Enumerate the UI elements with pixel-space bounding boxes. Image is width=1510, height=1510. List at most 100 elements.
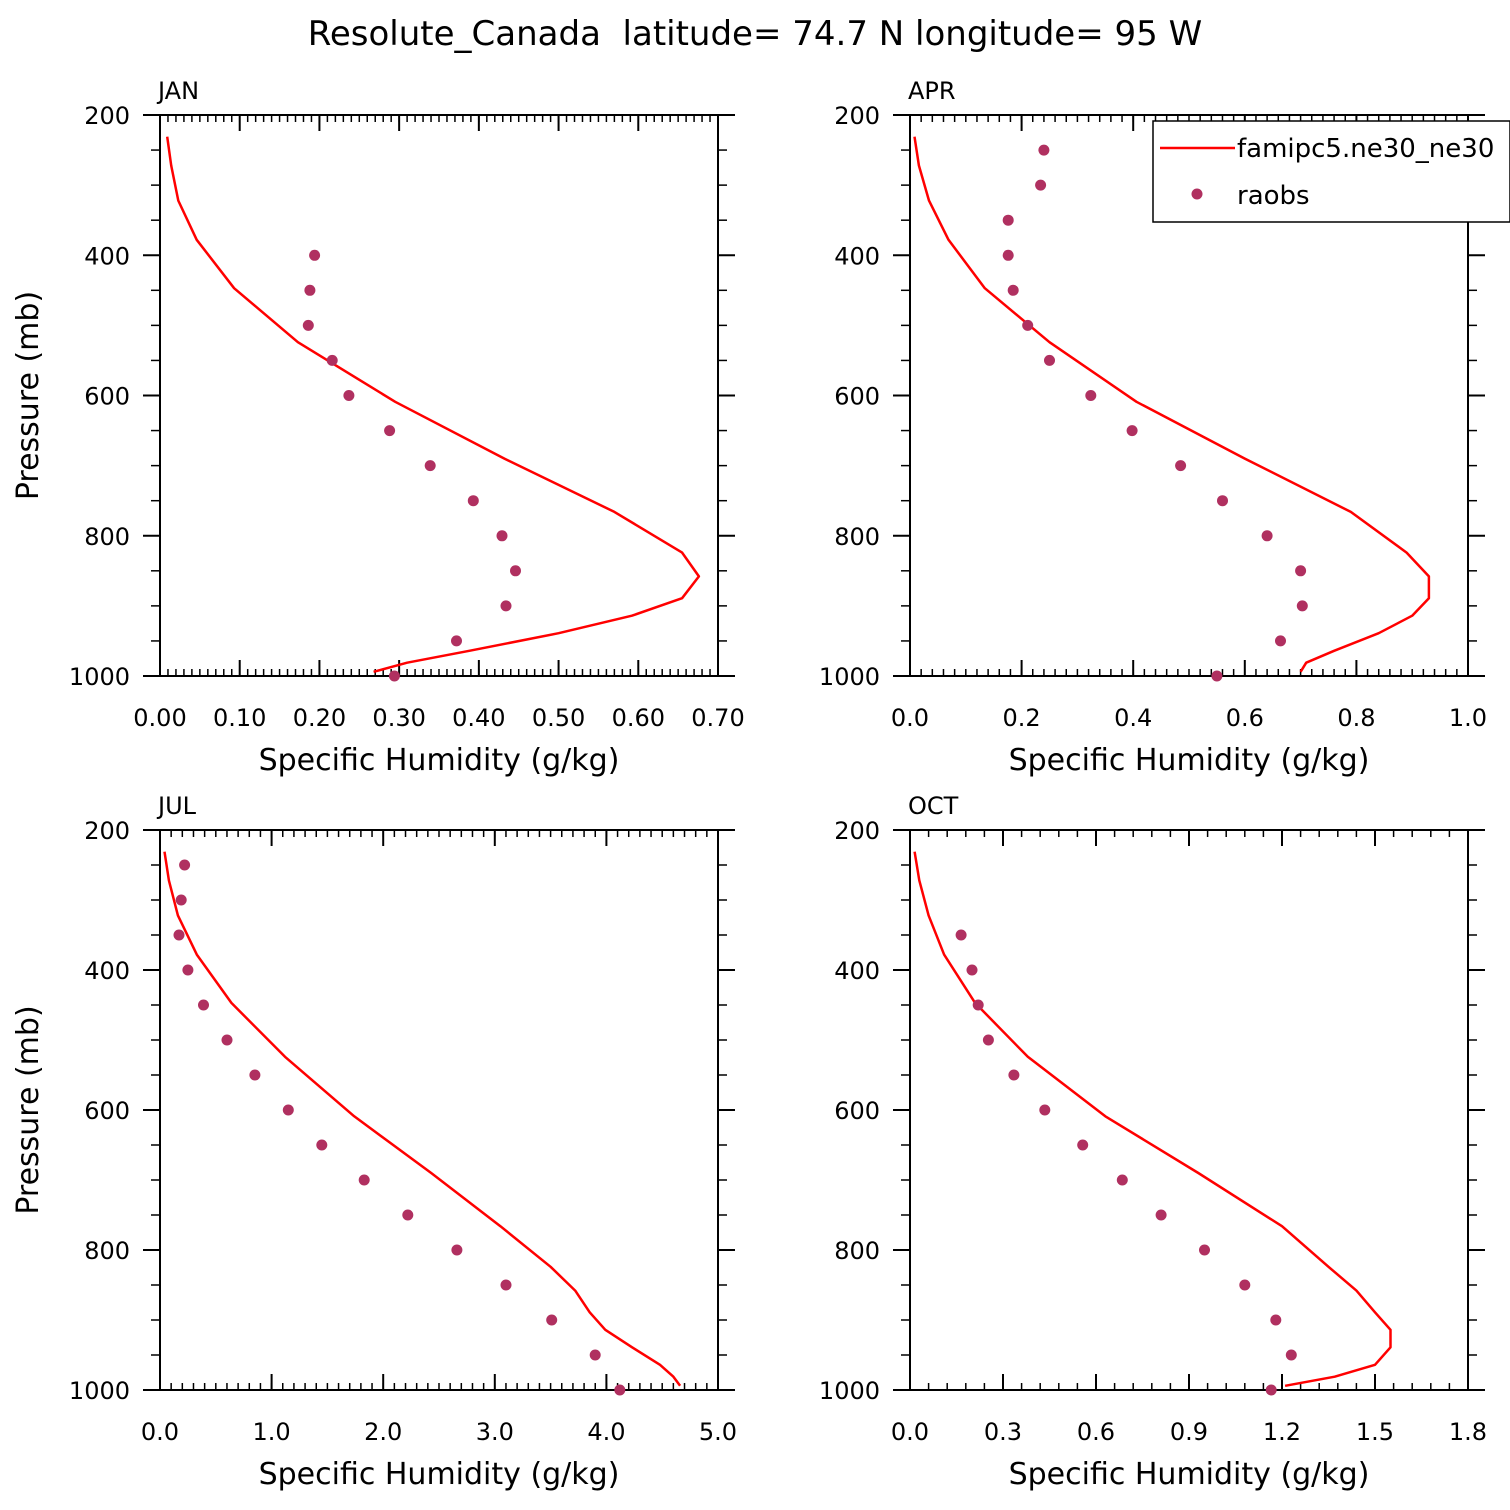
x-tick-label: 0.4 bbox=[1114, 704, 1152, 732]
y-tick-label: 1000 bbox=[819, 1377, 880, 1405]
y-tick-label: 200 bbox=[84, 102, 130, 130]
x-tick-label: 1.0 bbox=[253, 1418, 291, 1446]
obs-point bbox=[402, 1209, 414, 1221]
y-tick-label: 600 bbox=[834, 383, 880, 411]
x-tick-label: 0.0 bbox=[891, 704, 929, 732]
legend-model-label: famipc5.ne30_ne30 bbox=[1237, 134, 1494, 164]
x-tick-label: 0.20 bbox=[293, 704, 346, 732]
y-tick-label: 1000 bbox=[819, 663, 880, 691]
obs-point bbox=[1044, 354, 1055, 366]
obs-point bbox=[1217, 495, 1228, 507]
x-axis-label: Specific Humidity (g/kg) bbox=[259, 743, 620, 778]
legend-obs-label: raobs bbox=[1237, 181, 1310, 211]
obs-point bbox=[1077, 1139, 1089, 1151]
panel-oct: 0.0 0.3 0.6 0.9 1.2 1.5 1.8 200 400 600 800 1000 OCT… bbox=[819, 792, 1487, 1492]
obs-point bbox=[546, 1314, 558, 1326]
obs-point bbox=[173, 929, 185, 941]
obs-point bbox=[589, 1349, 601, 1361]
obs-point bbox=[1039, 1104, 1051, 1116]
obs-point bbox=[1038, 144, 1050, 156]
obs-point bbox=[282, 1104, 294, 1116]
obs-point bbox=[198, 999, 209, 1011]
legend-box bbox=[1152, 120, 1510, 223]
obs-point bbox=[1002, 214, 1014, 226]
obs-point bbox=[1239, 1279, 1251, 1291]
x-tick-label: 0.2 bbox=[1003, 704, 1041, 732]
x-tick-label: 0.0 bbox=[891, 1418, 929, 1446]
y-tick-label: 200 bbox=[834, 102, 880, 130]
panel-jul: 0.0 1.0 2.0 3.0 4.0 5.0 200 400 600 800 1000 JUL Spe… bbox=[11, 792, 737, 1492]
obs-point bbox=[343, 390, 355, 401]
x-tick-label: 5.0 bbox=[699, 1418, 737, 1446]
y-tick-label: 600 bbox=[834, 1097, 880, 1125]
y-tick-label: 800 bbox=[834, 523, 880, 551]
panel-label: APR bbox=[908, 77, 956, 105]
obs-point bbox=[1285, 1349, 1297, 1361]
x-tick-label: 0.9 bbox=[1170, 1418, 1208, 1446]
obs-point bbox=[500, 1279, 512, 1291]
obs-point bbox=[451, 1244, 463, 1256]
obs-point bbox=[1261, 530, 1273, 542]
panel-label: JAN bbox=[156, 77, 199, 105]
x-tick-label: 0.10 bbox=[213, 704, 266, 732]
obs-point bbox=[179, 859, 191, 871]
model-line bbox=[913, 851, 1392, 1388]
obs-point bbox=[510, 565, 521, 577]
y-tick-label: 600 bbox=[84, 383, 130, 411]
obs-point bbox=[358, 1174, 370, 1186]
y-tick-label: 600 bbox=[84, 1097, 130, 1125]
obs-point bbox=[1116, 1174, 1128, 1186]
obs-point bbox=[302, 319, 314, 331]
legend: famipc5.ne30_ne30 raobs bbox=[1152, 120, 1510, 223]
obs-point bbox=[424, 460, 436, 472]
obs-point bbox=[1295, 565, 1307, 577]
obs-point bbox=[1296, 600, 1308, 612]
obs-point bbox=[1022, 319, 1034, 331]
model-line bbox=[163, 851, 682, 1387]
panel-label: JUL bbox=[156, 792, 197, 820]
obs-point bbox=[467, 495, 479, 507]
x-tick-label: 1.2 bbox=[1263, 1418, 1301, 1446]
x-axis-label: Specific Humidity (g/kg) bbox=[1009, 1457, 1370, 1492]
y-tick-label: 800 bbox=[84, 1237, 130, 1265]
plot-frame bbox=[159, 829, 719, 1391]
x-tick-label: 0.70 bbox=[691, 704, 744, 732]
obs-point bbox=[1085, 390, 1097, 401]
x-tick-label: 0.00 bbox=[133, 704, 186, 732]
obs-point bbox=[1265, 1384, 1277, 1396]
x-tick-label: 1.0 bbox=[1449, 704, 1487, 732]
panel-jan: 0.00 0.10 0.20 0.30 0.40 0.50 0.60 0.70 200 400 60… bbox=[11, 77, 745, 778]
obs-point bbox=[500, 600, 512, 612]
obs-point bbox=[451, 635, 462, 647]
x-tick-label: 0.50 bbox=[532, 704, 585, 732]
obs-point bbox=[1270, 1314, 1282, 1326]
x-tick-label: 0.60 bbox=[612, 704, 665, 732]
obs-point bbox=[1199, 1244, 1210, 1256]
x-tick-label: 1.5 bbox=[1356, 1418, 1394, 1446]
x-axis-label: Specific Humidity (g/kg) bbox=[259, 1457, 620, 1492]
obs-point bbox=[384, 425, 396, 437]
panel-label: OCT bbox=[908, 792, 959, 820]
obs-point bbox=[175, 894, 187, 906]
obs-point bbox=[309, 249, 321, 261]
y-tick-label: 400 bbox=[84, 957, 130, 985]
y-axis-label: Pressure (mb) bbox=[11, 1005, 46, 1214]
obs-point bbox=[249, 1069, 261, 1081]
obs-point bbox=[326, 354, 338, 366]
x-axis-label: Specific Humidity (g/kg) bbox=[1009, 743, 1370, 778]
plot-frame bbox=[909, 829, 1469, 1391]
y-axis-label: Pressure (mb) bbox=[11, 291, 46, 500]
obs-point bbox=[1002, 249, 1014, 261]
y-tick-label: 800 bbox=[834, 1237, 880, 1265]
x-tick-label: 2.0 bbox=[364, 1418, 402, 1446]
x-tick-label: 0.6 bbox=[1226, 704, 1264, 732]
obs-point bbox=[966, 964, 978, 976]
y-tick-label: 1000 bbox=[69, 1377, 130, 1405]
model-line bbox=[165, 136, 701, 674]
y-tick-label: 400 bbox=[834, 957, 880, 985]
x-tick-label: 4.0 bbox=[587, 1418, 625, 1446]
obs-point bbox=[221, 1034, 233, 1046]
x-tick-label: 0.6 bbox=[1077, 1418, 1115, 1446]
obs-point bbox=[972, 999, 984, 1011]
